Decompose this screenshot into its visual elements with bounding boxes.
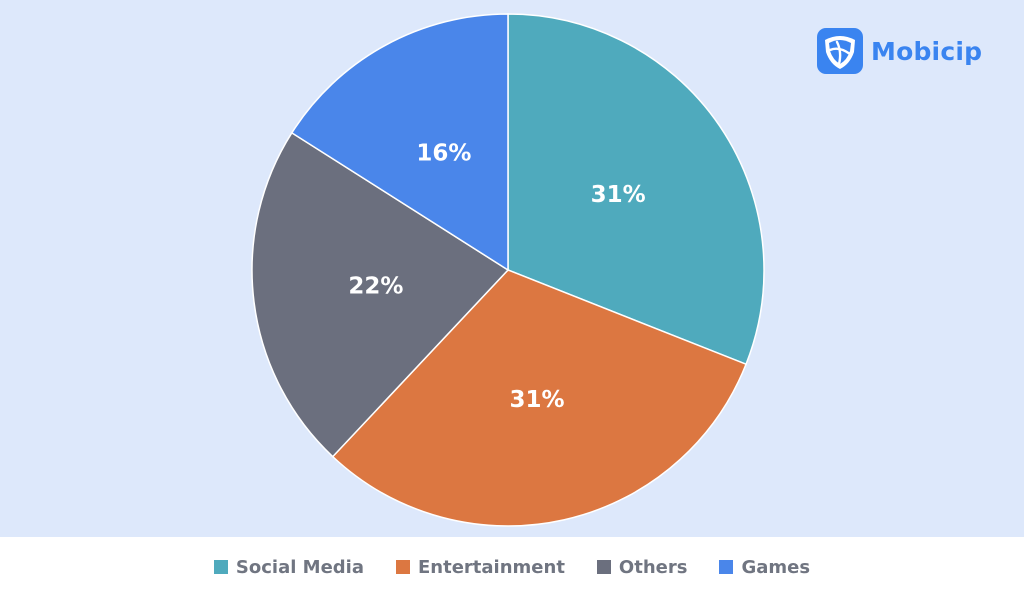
legend-swatch-others [596,560,611,574]
pie-slice-others [251,131,510,458]
legend-label-others: Others [618,556,688,578]
legend-label-entertainment: Entertainment [418,556,565,578]
legend-swatch-games [719,560,734,574]
chart-area: 31% 31% 22% 16% Mobicip [0,0,1024,537]
legend-swatch-social-media [213,560,228,574]
brand-name: Mobicip [871,36,983,66]
pie-chart: 31% 31% 22% 16% [251,13,765,527]
legend-label-social-media: Social Media [235,556,364,578]
slice-label-social-media: 31% [591,182,646,208]
slice-label-games: 16% [416,140,471,166]
legend-item-games: Games [719,557,810,578]
legend-label-games: Games [741,556,811,578]
slice-label-others: 22% [348,274,403,300]
legend-item-entertainment: Entertainment [396,557,565,578]
pie-slice-games [290,13,509,272]
pie-slice-entertainment [331,269,747,527]
pie-slice-social-media [507,13,765,366]
mobicip-shield-icon [817,28,863,74]
mobicip-logo: Mobicip [817,27,982,75]
chart-legend: Social Media Entertainment Others Games [0,537,1024,597]
legend-item-social-media: Social Media [213,556,364,578]
slice-label-entertainment: 31% [510,387,565,413]
legend-swatch-entertainment [396,560,410,574]
legend-item-others: Others [596,556,688,578]
